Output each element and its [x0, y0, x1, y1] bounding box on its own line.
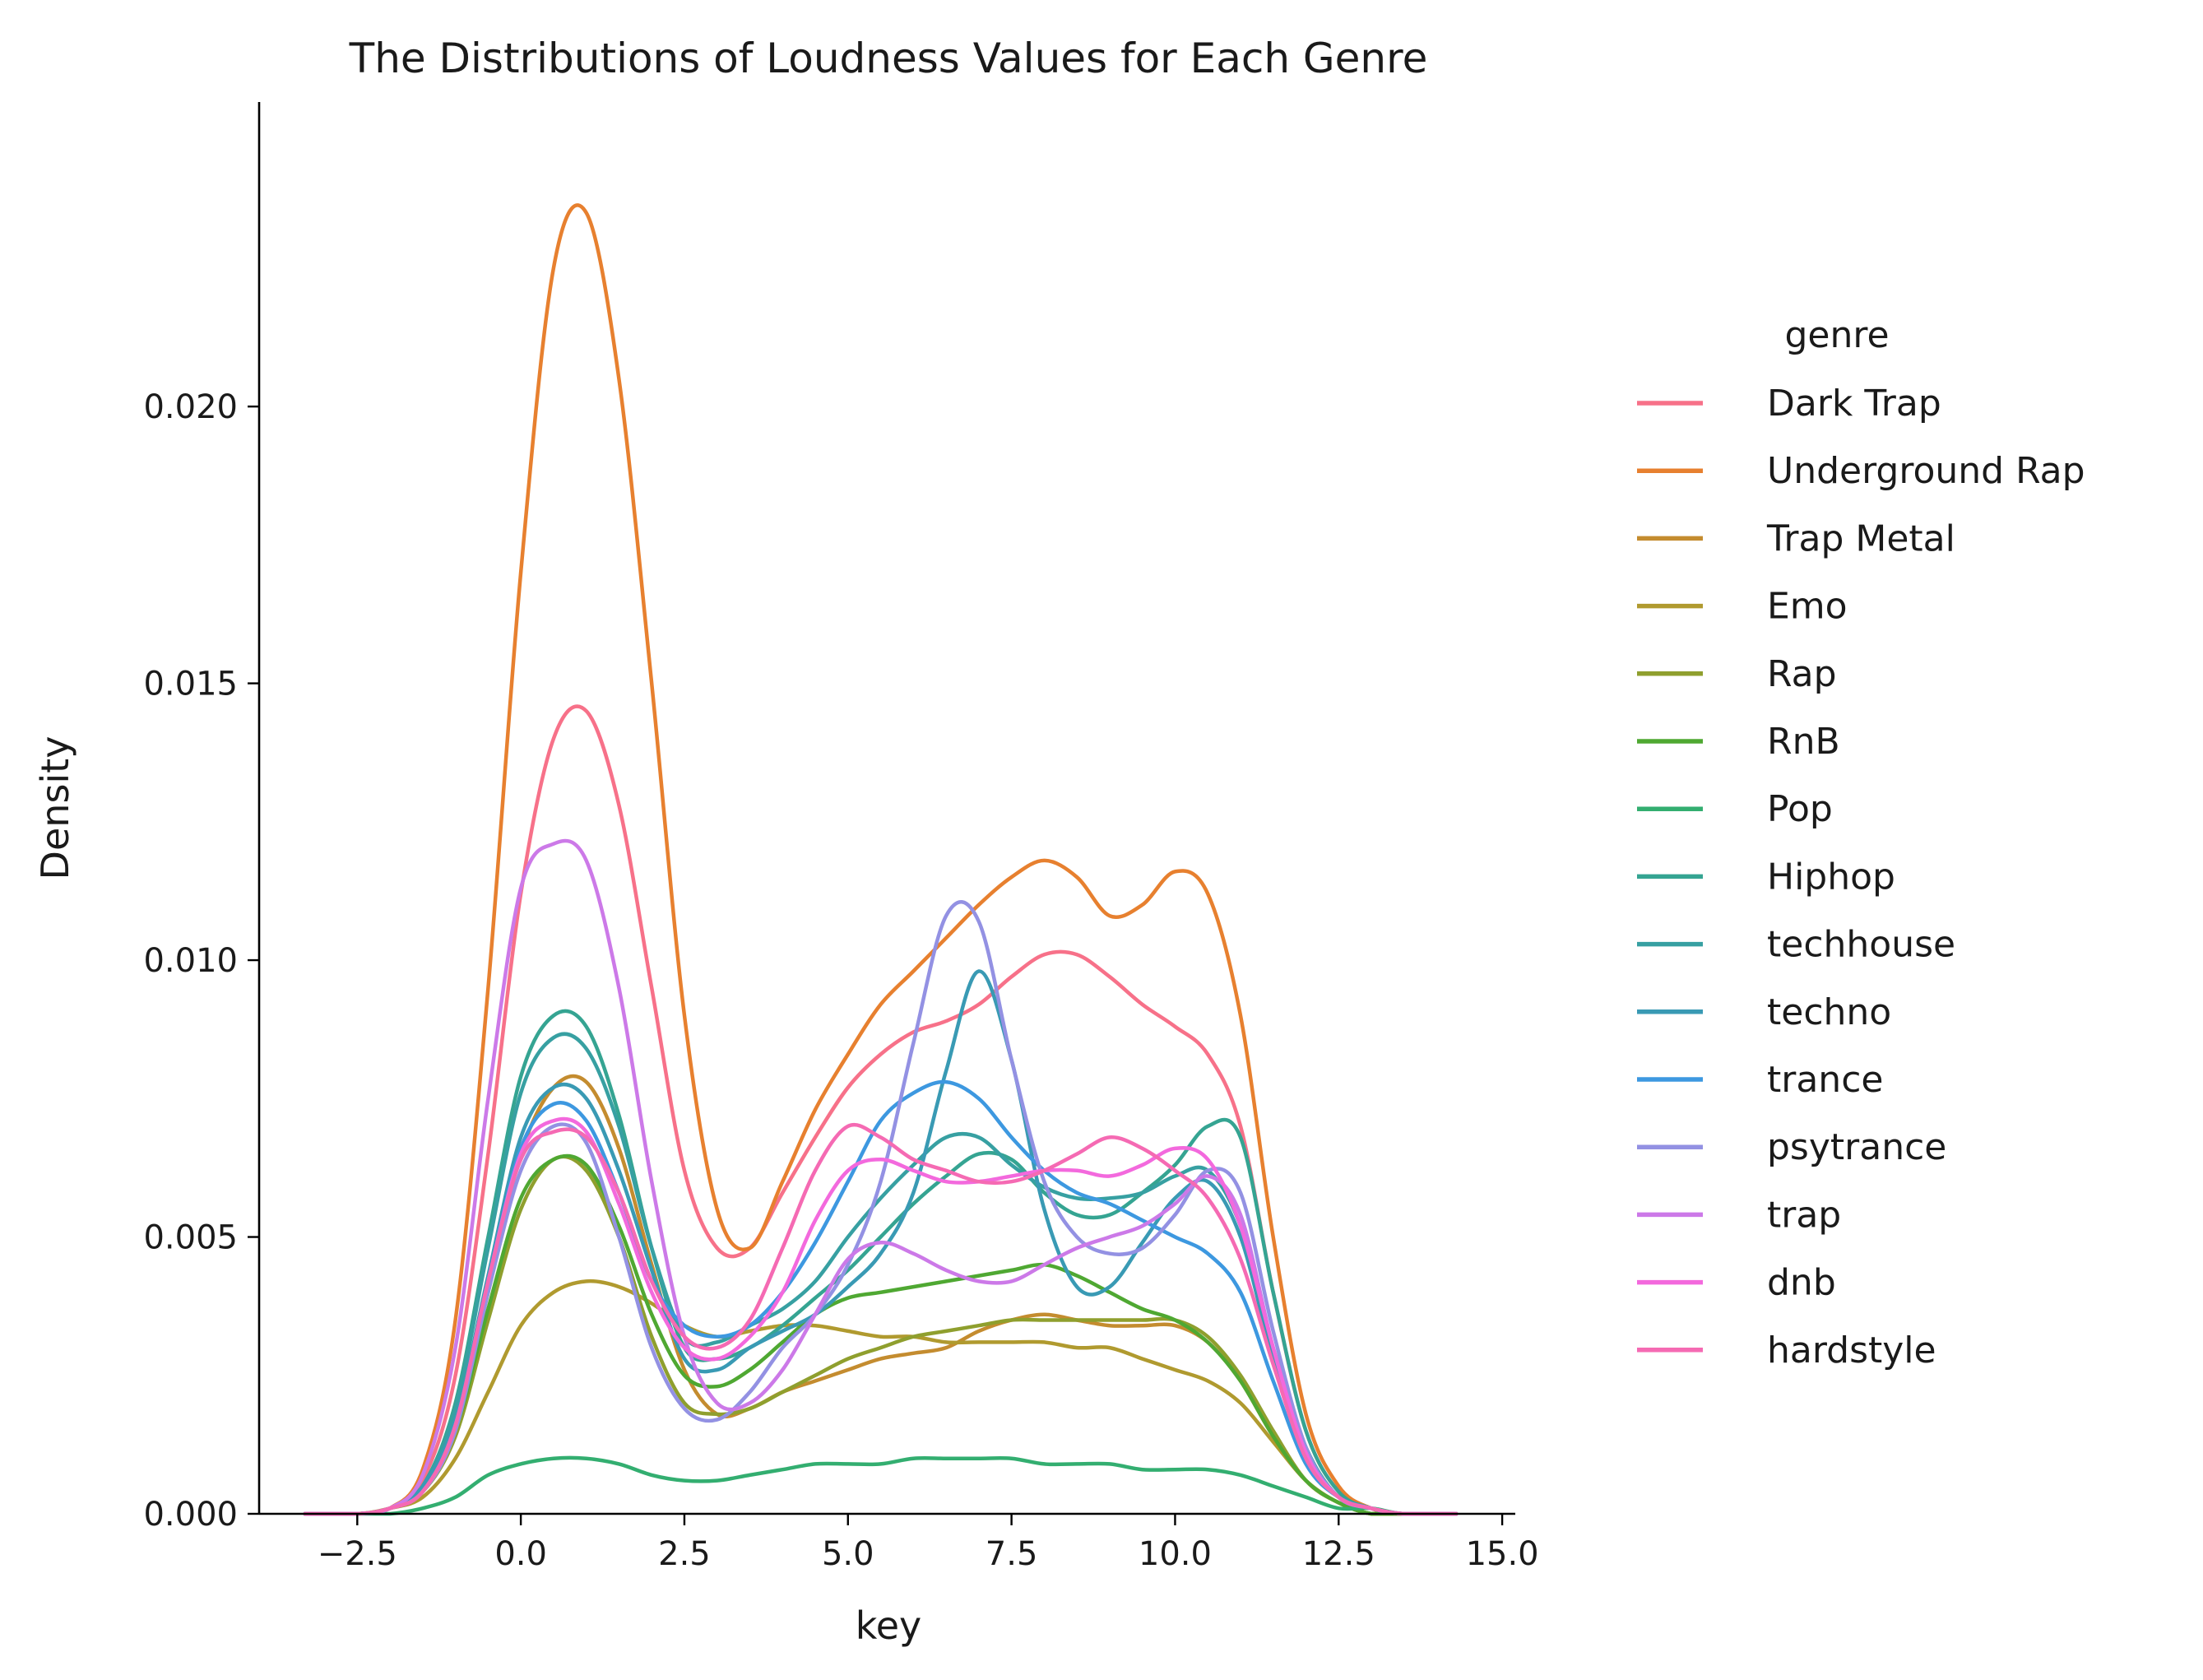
- legend-item-techno: techno: [1637, 991, 1891, 1033]
- legend-label: RnB: [1767, 721, 1840, 763]
- y-axis-ticks: 0.000 0.005 0.010 0.015 0.020: [143, 388, 259, 1534]
- chart-title: The Distributions of Loudness Values for…: [349, 35, 1428, 82]
- legend-item-psytrance: psytrance: [1637, 1126, 1946, 1168]
- x-tick-label: 12.5: [1302, 1535, 1375, 1573]
- x-tick-label: 10.0: [1139, 1535, 1212, 1573]
- x-tick-label: 5.0: [822, 1535, 874, 1573]
- y-tick-label: 0.000: [143, 1496, 238, 1534]
- x-axis-label: key: [856, 1603, 922, 1648]
- legend-item-trap-metal: Trap Metal: [1637, 517, 1955, 559]
- legend-label: Hiphop: [1767, 856, 1895, 898]
- legend-item-dnb: dnb: [1637, 1262, 1836, 1304]
- legend-label: Dark Trap: [1767, 383, 1941, 425]
- legend-item-rnb: RnB: [1637, 721, 1840, 763]
- series-line-rap: [303, 1154, 1459, 1516]
- legend-label: Pop: [1767, 788, 1833, 830]
- legend-label: Trap Metal: [1766, 517, 1955, 559]
- series-line-hiphop: [303, 1009, 1459, 1516]
- series-line-trap: [303, 838, 1459, 1516]
- legend-label: Emo: [1767, 586, 1848, 628]
- legend-item-techhouse: techhouse: [1637, 924, 1955, 966]
- legend-items: Dark Trap Underground Rap Trap Metal Emo Rap…: [1637, 383, 2085, 1371]
- y-tick-label: 0.010: [143, 942, 238, 980]
- x-tick-label: 7.5: [986, 1535, 1038, 1573]
- legend-item-trance: trance: [1637, 1059, 1883, 1101]
- legend-item-hiphop: Hiphop: [1637, 856, 1895, 898]
- density-curves: [303, 203, 1459, 1516]
- legend-item-pop: Pop: [1637, 788, 1833, 830]
- series-line-emo: [303, 1279, 1459, 1516]
- x-tick-label: 0.0: [494, 1535, 547, 1573]
- y-tick-label: 0.020: [143, 388, 238, 426]
- legend-item-dark-trap: Dark Trap: [1637, 383, 1941, 425]
- legend-label: techno: [1767, 991, 1891, 1033]
- series-line-hardstyle: [303, 1122, 1459, 1516]
- series-line-psytrance: [303, 900, 1459, 1516]
- series-line-pop: [303, 1455, 1459, 1516]
- legend-label: trance: [1767, 1059, 1883, 1101]
- legend-item-rap: Rap: [1637, 653, 1837, 695]
- legend: genre Dark Trap Underground Rap Trap Metal…: [1637, 314, 2085, 1371]
- legend-item-trap: trap: [1637, 1194, 1841, 1236]
- legend-label: psytrance: [1767, 1126, 1946, 1168]
- series-line-techno: [303, 969, 1459, 1516]
- legend-item-emo: Emo: [1637, 586, 1848, 628]
- legend-label: techhouse: [1767, 924, 1955, 966]
- legend-label: trap: [1767, 1194, 1841, 1236]
- plot-area: −2.5 0.0 2.5 5.0 7.5 10.0 12.5 15.0 0.0000.0050…: [143, 102, 1539, 1573]
- y-tick-label: 0.015: [143, 666, 238, 703]
- legend-label: hardstyle: [1767, 1330, 1936, 1371]
- x-tick-label: 2.5: [658, 1535, 711, 1573]
- legend-label: Underground Rap: [1767, 450, 2085, 492]
- legend-label: Rap: [1767, 653, 1837, 695]
- y-tick-label: 0.005: [143, 1219, 238, 1257]
- series-line-underground-rap: [303, 203, 1459, 1516]
- series-line-rnb: [303, 1153, 1459, 1516]
- x-tick-label: −2.5: [318, 1535, 397, 1573]
- legend-title: genre: [1784, 314, 1889, 356]
- x-tick-label: 15.0: [1466, 1535, 1539, 1573]
- legend-item-underground-rap: Underground Rap: [1637, 450, 2085, 492]
- legend-item-hardstyle: hardstyle: [1637, 1330, 1936, 1371]
- x-axis-ticks: −2.5 0.0 2.5 5.0 7.5 10.0 12.5 15.0: [318, 1514, 1539, 1573]
- legend-label: dnb: [1767, 1262, 1836, 1304]
- y-axis-label: Density: [33, 736, 77, 880]
